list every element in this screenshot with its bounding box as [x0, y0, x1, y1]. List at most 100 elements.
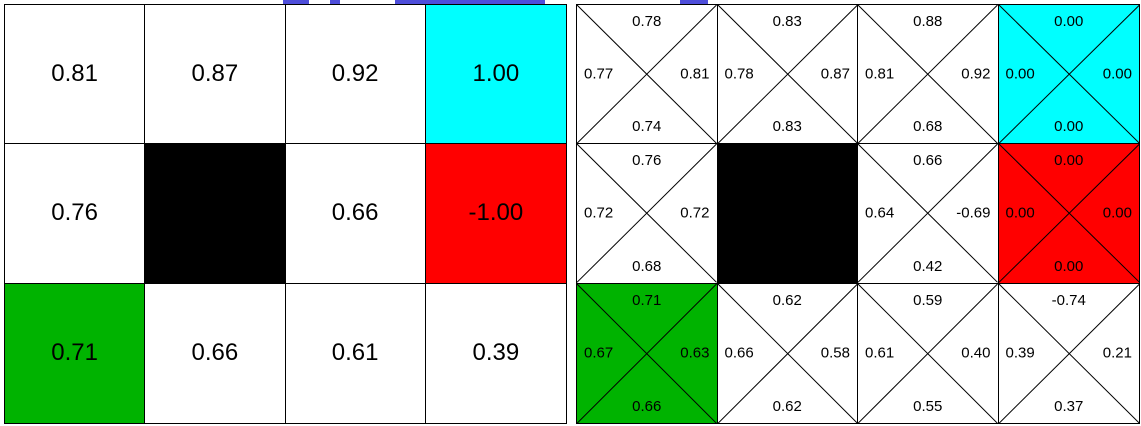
state-value: 0.71	[51, 339, 98, 367]
cell-diagonals	[858, 284, 998, 423]
q-value-up: 0.78	[632, 13, 662, 30]
value-cell-empty: 0.81	[5, 5, 146, 145]
q-value-right: 0.40	[961, 344, 991, 362]
q-value-right: 0.92	[961, 65, 991, 83]
value-cell-empty: 0.66	[145, 283, 286, 423]
q-value-left: 0.72	[584, 204, 614, 222]
cell-diagonals	[718, 5, 858, 143]
q-value-grid: 0.78 0.77 0.81 0.74 0.83 0.78 0.87 0.83 0.88 0.81…	[576, 4, 1140, 424]
q-value-down: 0.42	[913, 257, 943, 275]
diagonal-line	[577, 284, 717, 423]
q-value-right: 0.58	[820, 344, 850, 362]
title-strip	[0, 0, 1141, 6]
value-cell-empty: 0.39	[425, 283, 566, 423]
value-cell-goal: 1.00	[425, 5, 566, 145]
q-cell-empty: 0.59 0.61 0.40 0.55	[858, 283, 999, 423]
q-cell-goal: 0.00 0.00 0.00 0.00	[998, 5, 1140, 145]
cell-diagonals	[577, 144, 717, 282]
q-cell-empty: 0.88 0.81 0.92 0.68	[858, 5, 999, 145]
q-value-right: 0.00	[1102, 204, 1132, 222]
cell-diagonals	[858, 144, 998, 282]
q-value-up: 0.83	[772, 13, 802, 30]
state-value: 0.76	[51, 199, 98, 227]
value-cell-pit: -1.00	[425, 144, 566, 284]
q-value-up: 0.66	[913, 152, 943, 170]
q-value-right: 0.87	[820, 65, 850, 83]
q-value-right: 0.00	[1102, 65, 1132, 83]
diagonal-line	[718, 5, 858, 143]
q-value-up: 0.00	[1054, 13, 1084, 30]
value-cell-empty: 0.87	[145, 5, 286, 145]
q-value-left: 0.64	[865, 204, 895, 222]
title-fragment	[330, 0, 340, 4]
diagonal-line	[858, 284, 998, 423]
q-value-up: 0.88	[913, 13, 943, 30]
q-cell-empty: 0.83 0.78 0.87 0.83	[717, 5, 858, 145]
q-value-left: 0.81	[865, 65, 895, 83]
q-value-left: 0.61	[865, 344, 895, 362]
q-cell-empty: 0.78 0.77 0.81 0.74	[577, 5, 718, 145]
q-value-right: 0.63	[680, 344, 710, 362]
q-cell-empty: 0.62 0.66 0.58 0.62	[717, 283, 858, 423]
diagonal-line	[858, 144, 998, 282]
q-cell-wall	[717, 144, 858, 284]
cell-diagonals	[718, 284, 858, 423]
q-value-left: 0.77	[584, 65, 614, 83]
title-fragment	[395, 0, 545, 4]
cell-diagonals	[999, 5, 1140, 143]
q-value-down: 0.83	[772, 118, 802, 136]
q-value-down: 0.37	[1054, 397, 1084, 415]
title-fragment	[680, 0, 708, 4]
q-value-left: 0.78	[724, 65, 754, 83]
value-cell-start: 0.71	[5, 283, 146, 423]
q-value-down: 0.74	[632, 118, 662, 136]
q-value-up: -0.74	[1051, 291, 1086, 309]
state-value: 0.92	[331, 60, 379, 88]
q-value-right: 0.81	[680, 65, 710, 83]
q-value-up: 0.59	[913, 291, 943, 309]
q-cell-empty: 0.66 0.64 -0.69 0.42	[858, 144, 999, 284]
value-cell-wall	[145, 144, 286, 284]
value-cell-empty: 0.76	[5, 144, 146, 284]
q-value-down: 0.62	[772, 397, 802, 415]
state-value: 0.81	[51, 60, 98, 88]
q-value-down: 0.55	[913, 397, 943, 415]
q-cell-empty: 0.76 0.72 0.72 0.68	[577, 144, 718, 284]
q-value-down: 0.00	[1054, 257, 1084, 275]
q-value-right: 0.72	[680, 204, 710, 222]
q-value-left: 0.39	[1005, 344, 1035, 362]
state-value: 0.39	[472, 339, 520, 367]
q-value-down: 0.00	[1054, 118, 1084, 136]
q-value-down: 0.66	[632, 397, 662, 415]
diagonal-line	[999, 5, 1140, 143]
state-value: 0.61	[331, 339, 379, 367]
diagonal-line	[999, 284, 1140, 423]
state-value: 0.66	[191, 339, 239, 367]
q-cell-start: 0.71 0.67 0.63 0.66	[577, 283, 718, 423]
q-value-left: 0.00	[1005, 204, 1035, 222]
cell-diagonals	[999, 144, 1140, 282]
cell-diagonals	[577, 5, 717, 143]
q-value-up: 0.62	[772, 291, 802, 309]
q-value-right: 0.21	[1102, 344, 1132, 362]
diagonal-line	[858, 5, 998, 143]
q-value-up: 0.76	[632, 152, 662, 170]
q-value-left: 0.66	[724, 344, 754, 362]
cell-diagonals	[999, 284, 1140, 423]
cell-diagonals	[577, 284, 717, 423]
state-value: 0.66	[331, 199, 379, 227]
q-cell-pit: 0.00 0.00 0.00 0.00	[998, 144, 1140, 284]
q-value-left: 0.00	[1005, 65, 1035, 83]
cell-diagonals	[858, 5, 998, 143]
q-value-up: 0.00	[1054, 152, 1084, 170]
value-cell-empty: 0.66	[285, 144, 426, 284]
diagonal-line	[999, 144, 1140, 282]
q-value-left: 0.67	[584, 344, 614, 362]
title-fragment	[283, 0, 309, 4]
diagonal-line	[718, 284, 858, 423]
q-value-right: -0.69	[956, 204, 991, 222]
diagonal-line	[577, 144, 717, 282]
q-cell-empty: -0.74 0.39 0.21 0.37	[998, 283, 1140, 423]
value-cell-empty: 0.92	[285, 5, 426, 145]
q-value-down: 0.68	[913, 118, 943, 136]
